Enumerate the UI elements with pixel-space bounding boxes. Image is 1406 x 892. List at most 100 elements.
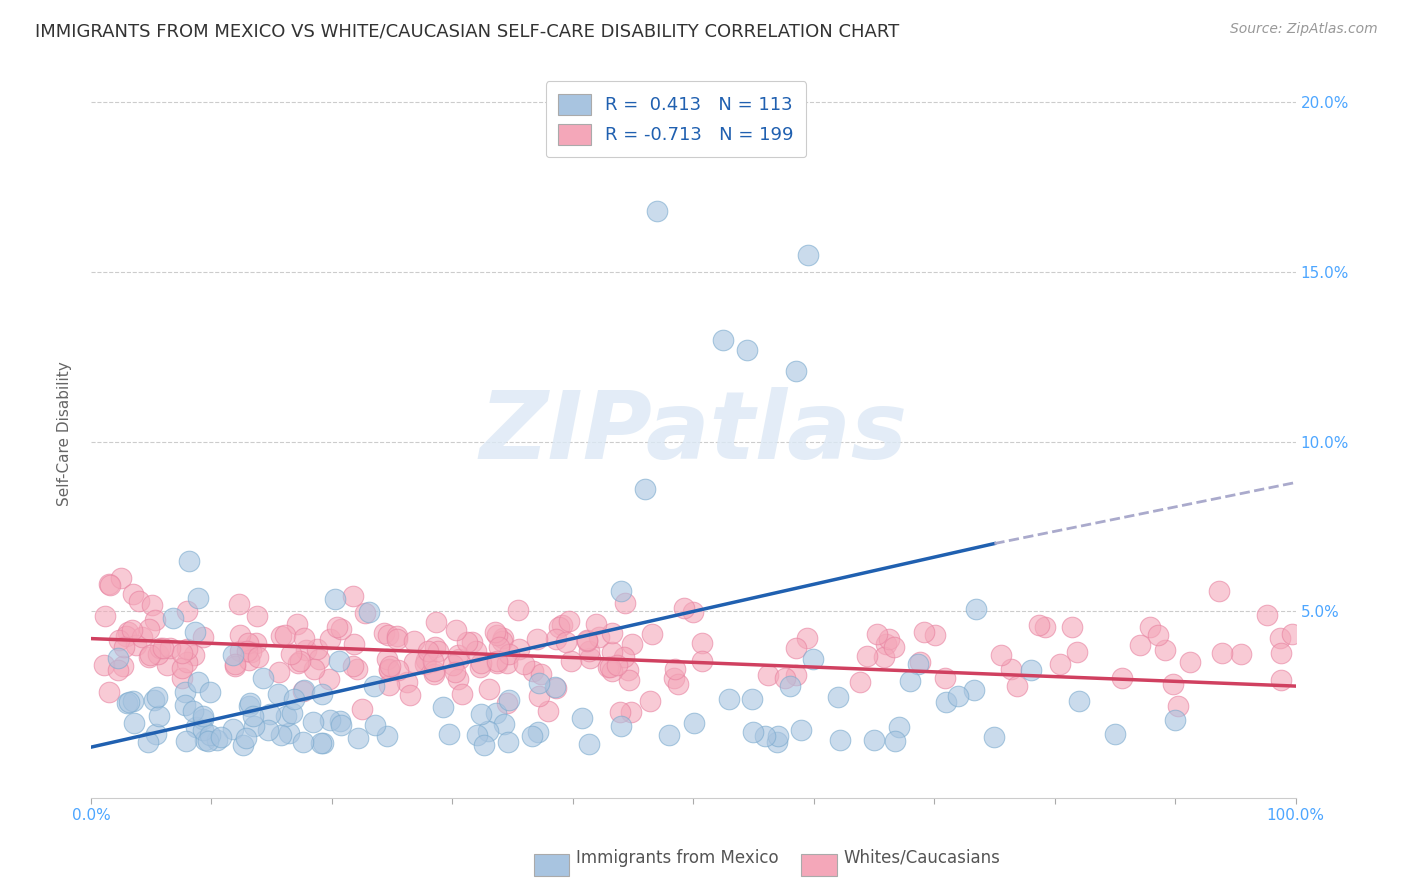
Point (311, 736, 333, 750)
Point (508, 642, 530, 657)
Point (238, 653, 260, 667)
Point (617, 663, 640, 677)
Point (148, 708, 170, 723)
Point (267, 687, 290, 701)
Point (245, 636, 267, 650)
Point (302, 662, 325, 676)
Point (554, 635, 576, 649)
Point (378, 662, 401, 676)
Point (1066, 644, 1088, 658)
Point (115, 629, 138, 643)
Point (1154, 643, 1177, 657)
Point (425, 615, 447, 629)
Text: Source: ZipAtlas.com: Source: ZipAtlas.com (1230, 22, 1378, 37)
Point (423, 664, 446, 678)
Point (785, 641, 807, 656)
Point (990, 648, 1012, 663)
Point (246, 609, 269, 624)
Point (1000, 662, 1022, 676)
Text: Whites/Caucasians: Whites/Caucasians (844, 848, 1001, 866)
Point (935, 695, 957, 709)
Point (779, 679, 801, 693)
Legend: R =  0.413   N = 113, R = -0.713   N = 199: R = 0.413 N = 113, R = -0.713 N = 199 (546, 81, 807, 157)
Point (513, 657, 536, 671)
Point (329, 622, 352, 636)
Point (228, 628, 250, 642)
Point (907, 657, 929, 671)
Point (354, 606, 377, 620)
Point (1164, 713, 1187, 727)
Point (156, 658, 179, 673)
Point (174, 698, 197, 712)
Point (1104, 727, 1126, 741)
Point (621, 637, 644, 651)
Point (292, 683, 315, 698)
Point (470, 660, 492, 674)
Point (600, 626, 623, 640)
Point (176, 655, 198, 669)
Point (609, 705, 631, 719)
Point (194, 733, 217, 747)
Point (578, 643, 600, 657)
Point (121, 624, 143, 638)
Point (477, 723, 499, 738)
Point (664, 662, 686, 676)
Point (176, 641, 198, 656)
Point (117, 695, 139, 709)
Point (527, 725, 550, 739)
Point (228, 597, 250, 611)
Point (1167, 699, 1189, 714)
Point (1208, 584, 1230, 599)
Point (378, 659, 401, 673)
Point (742, 725, 765, 739)
Point (756, 668, 779, 682)
Point (229, 644, 252, 658)
Point (443, 665, 465, 680)
Point (856, 649, 879, 664)
Point (426, 644, 449, 658)
Point (934, 671, 956, 685)
Point (423, 640, 446, 654)
Point (301, 715, 323, 730)
Point (343, 637, 366, 651)
Point (292, 735, 315, 749)
Point (387, 663, 409, 677)
Point (522, 665, 544, 679)
Point (143, 693, 166, 707)
Point (645, 204, 668, 219)
Point (247, 649, 270, 664)
Point (472, 738, 495, 752)
Point (884, 734, 907, 748)
Point (108, 632, 131, 647)
Point (610, 584, 633, 599)
Point (963, 682, 986, 697)
Point (785, 667, 807, 681)
Point (378, 678, 401, 692)
Point (205, 732, 228, 747)
Point (283, 692, 305, 706)
Point (181, 704, 204, 718)
Point (460, 635, 482, 649)
Point (308, 651, 330, 665)
Point (924, 628, 946, 642)
Point (544, 632, 567, 646)
Point (690, 655, 713, 669)
Point (128, 594, 150, 608)
Point (342, 589, 364, 603)
Point (1211, 647, 1233, 661)
Point (319, 714, 342, 728)
Point (267, 665, 290, 679)
Point (1005, 679, 1028, 693)
Point (292, 632, 315, 646)
Point (498, 693, 520, 707)
Point (281, 706, 304, 720)
Point (1161, 676, 1184, 690)
Point (718, 691, 741, 706)
Point (1281, 627, 1303, 641)
Point (600, 665, 623, 679)
Point (363, 679, 385, 693)
Point (239, 645, 262, 659)
Point (1028, 617, 1050, 632)
Point (143, 613, 166, 627)
Point (122, 716, 145, 731)
